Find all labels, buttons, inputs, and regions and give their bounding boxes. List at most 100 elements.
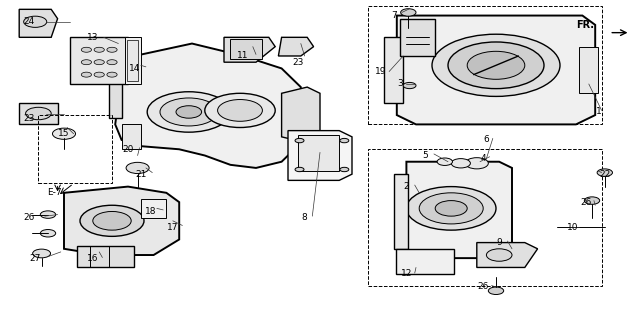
Circle shape [340, 138, 349, 143]
Circle shape [486, 249, 512, 261]
Text: 18: 18 [145, 207, 156, 216]
Circle shape [218, 100, 262, 121]
Circle shape [597, 169, 612, 176]
Circle shape [488, 287, 504, 295]
Circle shape [26, 107, 51, 120]
Polygon shape [288, 131, 352, 180]
Polygon shape [109, 75, 122, 118]
Bar [368, 149, 602, 286]
Circle shape [40, 211, 56, 218]
Circle shape [406, 187, 496, 230]
Circle shape [52, 128, 76, 139]
Circle shape [451, 159, 470, 168]
Circle shape [584, 197, 600, 204]
Circle shape [81, 47, 92, 52]
Circle shape [448, 42, 544, 89]
Text: 5: 5 [423, 151, 428, 160]
Polygon shape [19, 103, 58, 124]
Circle shape [467, 51, 525, 79]
Circle shape [295, 167, 304, 172]
Circle shape [33, 249, 51, 258]
Text: 8: 8 [301, 213, 307, 222]
Text: 21: 21 [135, 170, 147, 179]
Text: 3: 3 [397, 80, 403, 88]
Bar [38, 115, 112, 183]
Text: 4: 4 [481, 154, 486, 163]
Circle shape [94, 60, 104, 65]
Circle shape [340, 167, 349, 172]
Text: 2: 2 [404, 182, 409, 191]
Bar [298, 135, 339, 171]
Polygon shape [477, 243, 538, 267]
Circle shape [147, 92, 230, 132]
Circle shape [437, 158, 452, 165]
Text: 22: 22 [599, 170, 611, 179]
Circle shape [401, 9, 416, 16]
Polygon shape [70, 37, 128, 84]
Polygon shape [396, 249, 454, 274]
Text: 9: 9 [497, 238, 502, 247]
Text: 15: 15 [58, 129, 70, 138]
Polygon shape [282, 87, 320, 143]
Text: 24: 24 [23, 17, 35, 26]
Text: 26: 26 [477, 282, 489, 290]
Circle shape [40, 230, 56, 237]
Bar [127, 40, 138, 81]
Circle shape [93, 211, 131, 230]
Polygon shape [384, 37, 403, 103]
Polygon shape [115, 44, 301, 168]
Text: 23: 23 [292, 58, 303, 67]
Circle shape [107, 72, 117, 77]
Text: 14: 14 [129, 64, 140, 73]
Circle shape [435, 201, 467, 216]
Circle shape [107, 60, 117, 65]
Circle shape [403, 82, 416, 89]
Circle shape [176, 106, 202, 118]
Circle shape [205, 93, 275, 128]
Polygon shape [19, 9, 58, 37]
Text: 6: 6 [484, 136, 489, 144]
Text: 13: 13 [87, 33, 99, 42]
Text: 27: 27 [29, 254, 41, 262]
Circle shape [81, 60, 92, 65]
Bar [368, 6, 602, 124]
Polygon shape [64, 187, 179, 255]
Polygon shape [77, 246, 134, 267]
Bar [141, 199, 166, 218]
Polygon shape [224, 37, 275, 62]
Polygon shape [394, 174, 408, 249]
Circle shape [160, 98, 218, 126]
Circle shape [94, 47, 104, 52]
Circle shape [94, 72, 104, 77]
Circle shape [295, 138, 304, 143]
Text: 20: 20 [122, 145, 134, 154]
Circle shape [80, 205, 144, 236]
Polygon shape [397, 16, 595, 124]
Text: 26: 26 [23, 213, 35, 222]
Text: 11: 11 [237, 52, 249, 60]
Text: 19: 19 [375, 67, 387, 76]
Text: 26: 26 [580, 198, 591, 207]
Circle shape [419, 193, 483, 224]
Circle shape [126, 162, 149, 174]
Text: 7: 7 [391, 11, 396, 20]
Text: 12: 12 [401, 269, 412, 278]
Text: 23: 23 [23, 114, 35, 123]
Bar [125, 37, 141, 84]
Text: E-7: E-7 [47, 188, 61, 197]
Circle shape [465, 158, 488, 169]
Circle shape [107, 47, 117, 52]
Text: 17: 17 [167, 223, 179, 231]
Text: 1: 1 [596, 108, 601, 116]
Polygon shape [278, 37, 314, 56]
Circle shape [432, 34, 560, 96]
Polygon shape [122, 124, 141, 149]
Text: 10: 10 [567, 223, 579, 231]
Polygon shape [400, 19, 435, 56]
Circle shape [24, 16, 47, 27]
Polygon shape [579, 47, 598, 93]
Circle shape [81, 72, 92, 77]
Bar [230, 39, 262, 59]
Text: FR.: FR. [577, 20, 595, 30]
Text: 16: 16 [87, 254, 99, 262]
